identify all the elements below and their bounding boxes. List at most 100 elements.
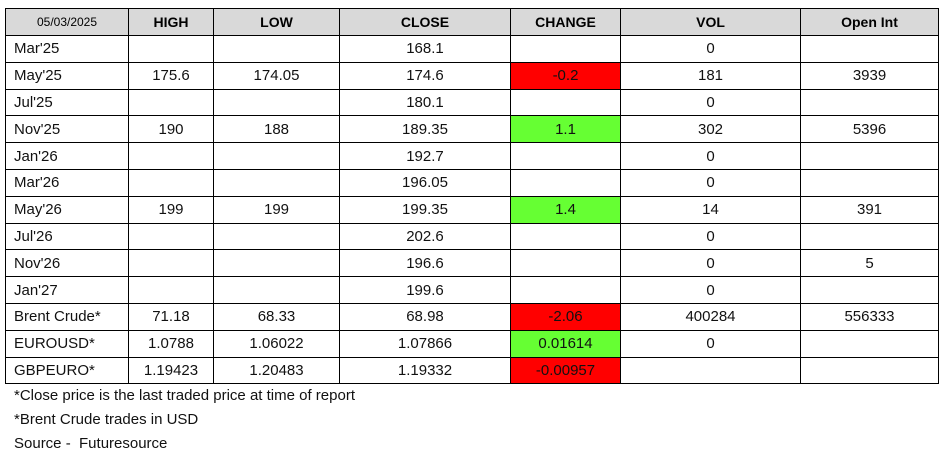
table-cell: 68.33 [213, 302, 340, 331]
header-cell: CHANGE [510, 8, 621, 36]
table-cell: 192.7 [339, 142, 511, 170]
table-cell: 199.35 [339, 195, 511, 224]
note: *Close price is the last traded price at… [14, 387, 355, 404]
empty-cell [213, 276, 340, 304]
table-cell: 0 [620, 276, 801, 304]
table-cell: 202.6 [339, 222, 511, 251]
table-cell: 175.6 [128, 61, 214, 90]
empty-cell [510, 168, 621, 197]
header-cell: HIGH [128, 8, 214, 36]
table-cell: 0 [620, 168, 801, 197]
table-cell: 188 [213, 115, 340, 144]
table-row: Jan'26 192.7 0 [5, 142, 939, 170]
empty-cell [128, 88, 214, 117]
row-label: Brent Crude* [5, 302, 129, 331]
table-row: Jul'25 180.1 0 [5, 88, 939, 117]
table-body: Mar'25 168.1 0 May'25 175.6 174.05 174.6 -0.2 18… [5, 35, 939, 385]
table-cell: 180.1 [339, 88, 511, 117]
table-cell: 1.19332 [339, 356, 511, 385]
empty-cell [800, 168, 939, 197]
empty-cell [800, 222, 939, 251]
empty-cell [510, 249, 621, 278]
row-label: Mar'26 [5, 168, 129, 197]
row-label: Nov'25 [5, 115, 129, 144]
empty-cell [213, 142, 340, 170]
table-cell: 199.6 [339, 276, 511, 304]
empty-cell [128, 222, 214, 251]
header-cell: Open Int [800, 8, 939, 36]
table-row: May'25 175.6 174.05 174.6 -0.2 181 3939 [5, 61, 939, 90]
empty-cell [510, 276, 621, 304]
table-cell: 174.6 [339, 61, 511, 90]
table-cell: 1.07866 [339, 329, 511, 358]
table-cell: -0.2 [510, 61, 621, 90]
empty-cell [128, 168, 214, 197]
table-cell: 1.0788 [128, 329, 214, 358]
note: Source - Futuresource [14, 435, 168, 452]
header-cell: CLOSE [339, 8, 511, 36]
row-label: GBPEURO* [5, 356, 129, 385]
table-row: EUROUSD* 1.0788 1.06022 1.07866 0.01614 0 [5, 329, 939, 358]
row-label: Jul'25 [5, 88, 129, 117]
empty-cell [510, 35, 621, 63]
table-cell: 3939 [800, 61, 939, 90]
empty-cell [213, 35, 340, 63]
table-cell: 5396 [800, 115, 939, 144]
empty-cell [128, 276, 214, 304]
empty-cell [800, 276, 939, 304]
empty-cell [128, 249, 214, 278]
table-cell: 391 [800, 195, 939, 224]
header-row: 05/03/2025 HIGH LOW CLOSE CHANGE VOL Open Int [5, 8, 939, 36]
empty-cell [213, 88, 340, 117]
empty-cell [510, 88, 621, 117]
futures-table: 05/03/2025 HIGH LOW CLOSE CHANGE VOL Open Int … [5, 8, 939, 385]
table-cell: 189.35 [339, 115, 511, 144]
table-cell: 190 [128, 115, 214, 144]
table-cell: 0 [620, 88, 801, 117]
table-cell: 0 [620, 329, 801, 358]
header-cell: VOL [620, 8, 801, 36]
table-row: GBPEURO* 1.19423 1.20483 1.19332 -0.00957 [5, 356, 939, 385]
empty-cell [213, 222, 340, 251]
table-cell: 196.6 [339, 249, 511, 278]
row-label: EUROUSD* [5, 329, 129, 358]
table-cell: 181 [620, 61, 801, 90]
table-cell: 0 [620, 35, 801, 63]
table-cell: 199 [128, 195, 214, 224]
empty-cell [800, 142, 939, 170]
table-cell: 556333 [800, 302, 939, 331]
table-cell: 1.20483 [213, 356, 340, 385]
table-cell: 196.05 [339, 168, 511, 197]
row-label: Jan'27 [5, 276, 129, 304]
header-cell: LOW [213, 8, 340, 36]
empty-cell [128, 142, 214, 170]
table-cell: 168.1 [339, 35, 511, 63]
empty-cell [800, 35, 939, 63]
table-cell: 68.98 [339, 302, 511, 331]
table-row: Jan'27 199.6 0 [5, 276, 939, 304]
table-cell: 0 [620, 142, 801, 170]
table-row: Nov'26 196.6 0 5 [5, 249, 939, 278]
row-label: Jan'26 [5, 142, 129, 170]
table-row: May'26 199 199 199.35 1.4 14 391 [5, 195, 939, 224]
table-cell: 1.4 [510, 195, 621, 224]
row-label: May'26 [5, 195, 129, 224]
empty-cell [213, 168, 340, 197]
table-cell: 302 [620, 115, 801, 144]
table-cell: 1.1 [510, 115, 621, 144]
row-label: Mar'25 [5, 35, 129, 63]
notes: *Close price is the last traded price at… [14, 384, 355, 456]
table-row: Nov'25 190 188 189.35 1.1 302 5396 [5, 115, 939, 144]
table-cell: 400284 [620, 302, 801, 331]
header-cell: 05/03/2025 [5, 8, 129, 36]
table-cell: 174.05 [213, 61, 340, 90]
table-cell: 1.06022 [213, 329, 340, 358]
table-row: Jul'26 202.6 0 [5, 222, 939, 251]
table-cell: 1.19423 [128, 356, 214, 385]
empty-cell [213, 249, 340, 278]
note: *Brent Crude trades in USD [14, 411, 199, 428]
table-row: Mar'25 168.1 0 [5, 35, 939, 63]
empty-cell [620, 356, 801, 385]
table-cell: 0.01614 [510, 329, 621, 358]
